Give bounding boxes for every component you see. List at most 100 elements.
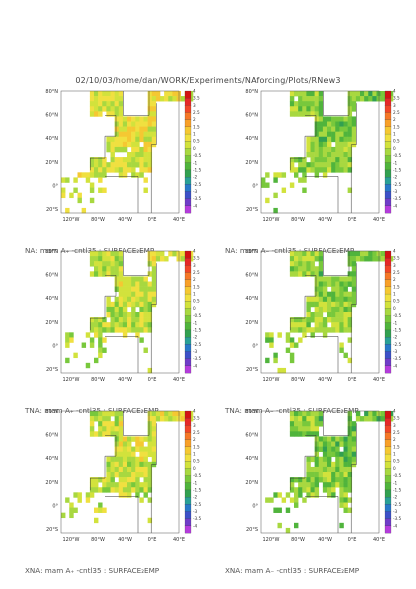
heatmap-cell [322,482,328,488]
x-tick-label: 40°W [118,377,132,383]
heatmap-cell [322,146,328,153]
heatmap-cell [314,251,320,257]
colorbar-label: 1.5 [193,124,200,129]
heatmap-cell [69,192,74,199]
heatmap-cell [331,492,336,498]
colorbar-label: -2.5 [393,342,402,347]
colorbar-swatch [184,475,192,484]
heatmap-cell [176,416,181,422]
heatmap-cell [314,281,320,287]
heatmap-cell [127,152,132,158]
heatmap-cell [364,416,369,422]
heatmap-cell [114,451,120,458]
heatmap-cell [339,167,344,173]
heatmap-cell [327,167,332,173]
heatmap-cell [322,162,328,168]
colorbar-swatch [384,286,392,295]
heatmap-cell [151,271,157,277]
heatmap-cell [331,121,336,127]
heatmap-cell [118,472,124,478]
heatmap-cell [118,101,124,107]
heatmap-cell [122,492,128,498]
heatmap-cell [147,146,153,153]
colorbar-swatch [184,489,192,498]
heatmap-cell [302,421,307,427]
heatmap-cell [131,162,136,168]
heatmap-cell [331,451,336,458]
y-tick-label: 0° [52,343,58,349]
heatmap-cell [102,431,107,437]
heatmap-cell [331,167,336,173]
heatmap-cell [318,266,324,272]
colorbar-swatch [384,141,392,149]
heatmap-cell [118,251,124,257]
y-tick-label: 20°N [245,320,258,326]
heatmap-cell [273,192,278,199]
heatmap-cell [143,436,148,442]
heatmap-cell [127,487,132,493]
colorbar-label: 4 [393,249,396,254]
heatmap-cell [355,416,361,422]
colorbar-label: 0 [193,146,196,151]
heatmap-cell [347,466,353,473]
colorbar-swatch [384,410,392,419]
heatmap-cell [335,296,340,303]
heatmap-cell [151,121,157,127]
heatmap-cell [131,482,136,488]
colorbar-swatch [384,301,392,309]
heatmap-cell [135,141,140,148]
heatmap-cell [118,286,124,292]
heatmap-cell [347,306,353,313]
heatmap-cell [135,482,140,488]
heatmap-cell [343,352,348,359]
heatmap-cell [343,162,348,168]
y-tick-label: 40°N [245,456,258,462]
heatmap-cell [343,152,348,158]
heatmap-cell [314,301,320,308]
heatmap-cell [114,466,120,473]
heatmap-cell [118,261,124,267]
heatmap-cell [310,477,315,483]
heatmap-cell [331,162,336,168]
heatmap-cell [347,141,353,148]
heatmap-cell [114,322,120,328]
colorbar-label: -1 [193,480,198,485]
colorbar-label: 1.5 [393,284,400,289]
heatmap-cell [131,296,136,303]
heatmap-cell [314,436,320,442]
heatmap-cell [331,157,336,163]
heatmap-cell [331,482,336,488]
heatmap-cell [131,286,136,292]
heatmap-cell [147,327,153,333]
heatmap-cell [94,91,99,97]
heatmap-cell [135,327,140,333]
heatmap-cell [122,276,128,282]
heatmap-cell [89,261,95,267]
heatmap-cell [114,327,120,333]
heatmap-cell [335,306,340,313]
colorbar-label: -3 [393,349,398,354]
heatmap-cell [306,461,311,468]
colorbar-swatch [184,425,192,433]
heatmap-cell [176,251,181,257]
heatmap-cell [110,141,115,148]
colorbar-swatch [384,265,392,273]
heatmap-cell [347,261,353,267]
heatmap-cell [310,101,315,107]
colorbar-swatch [384,98,392,106]
heatmap-cell [298,106,303,112]
heatmap-cell [318,96,324,102]
heatmap-cell [89,327,95,333]
y-tick-label: 20°S [46,367,58,373]
heatmap-cell [98,177,103,183]
heatmap-cell [347,487,353,493]
heatmap-cell [110,152,115,158]
heatmap-cell [118,466,124,473]
heatmap-cell [135,172,140,178]
heatmap-cell [318,141,324,148]
heatmap-cell [318,167,324,173]
colorbar-label: -4 [193,523,198,528]
heatmap-cell [335,291,340,298]
colorbar-swatch [384,119,392,128]
heatmap-cell [289,261,295,267]
